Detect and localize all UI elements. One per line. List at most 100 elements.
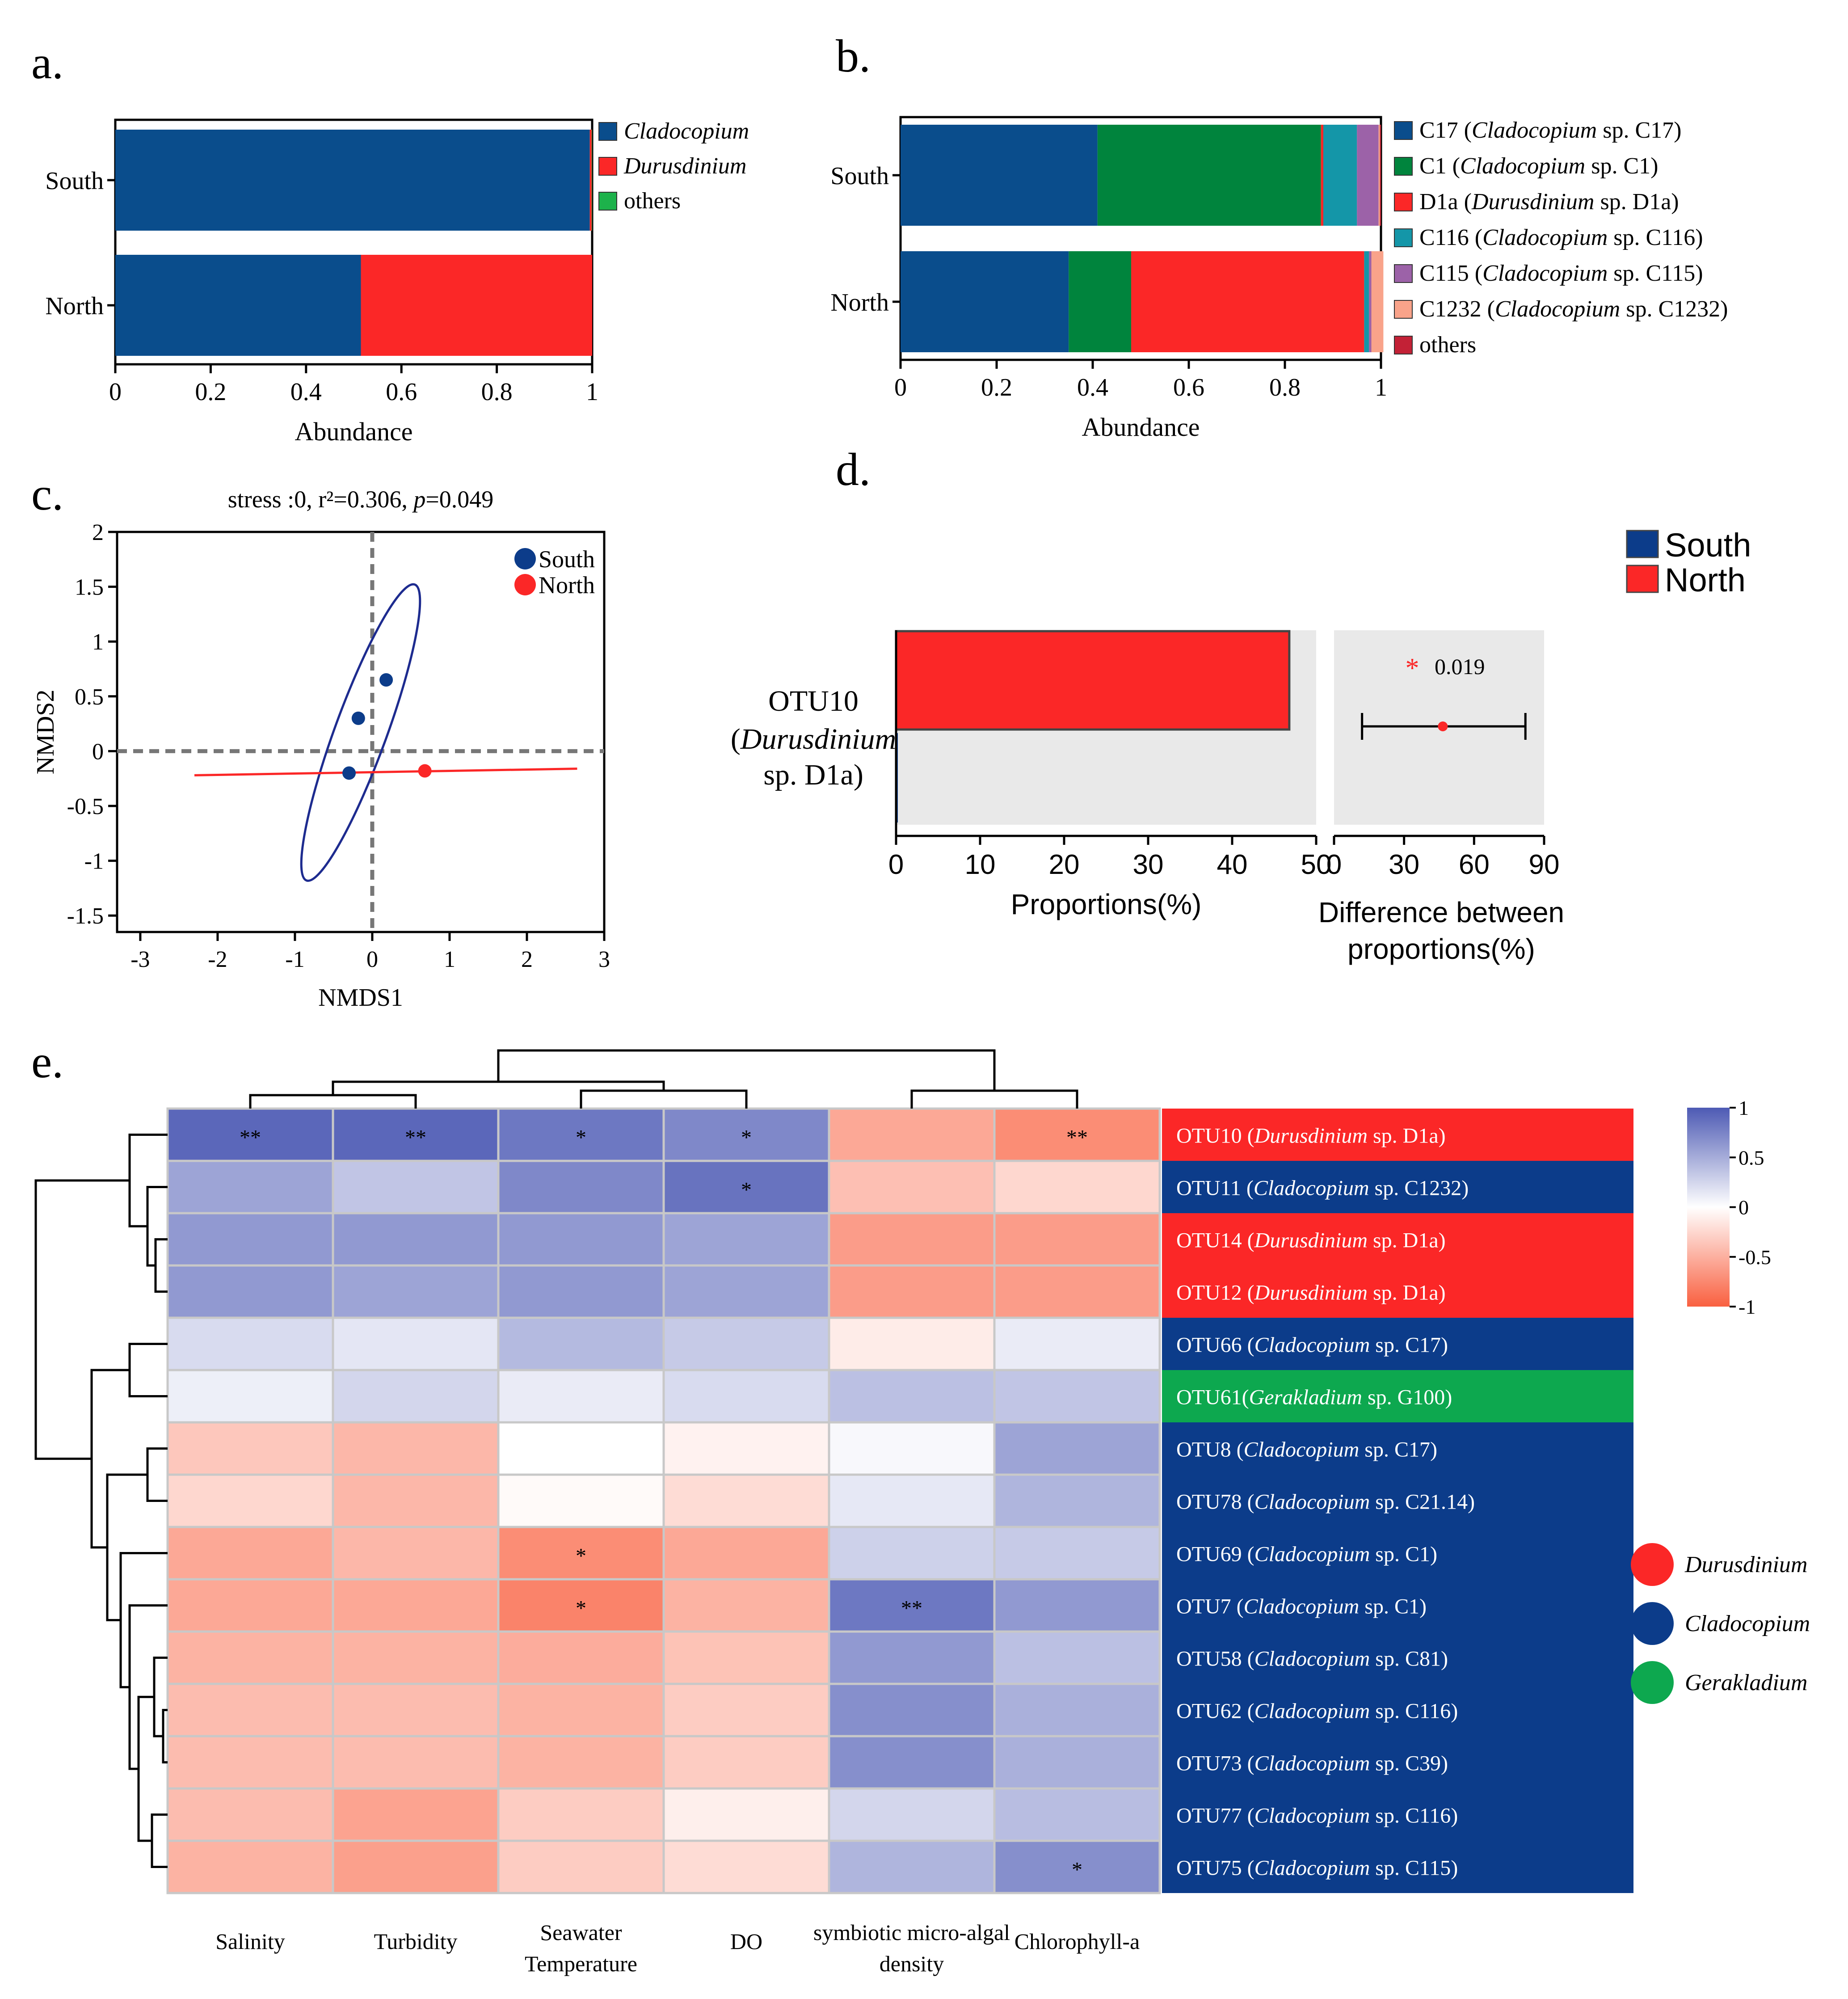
heatmap-cell bbox=[828, 1316, 996, 1371]
row-label-otu12-part-0: OTU12 ( bbox=[1176, 1281, 1254, 1305]
diff-p-value: 0.019 bbox=[1435, 654, 1485, 679]
colorbar-tick-label: 1 bbox=[1739, 1096, 1749, 1119]
x-tick-label: 30 bbox=[1133, 849, 1164, 880]
significance-star: ** bbox=[405, 1126, 426, 1150]
heatmap-cell bbox=[166, 1264, 334, 1319]
row-label-otu77: OTU77 (Cladocopium sp. C116) bbox=[1176, 1804, 1458, 1828]
row-label-bg-otu8 bbox=[1162, 1422, 1633, 1475]
x-tick-label: 50 bbox=[1301, 849, 1332, 880]
row-label-bg-otu78 bbox=[1162, 1475, 1633, 1527]
legend-dot-south bbox=[514, 548, 536, 569]
col-dendro-left-group bbox=[332, 1080, 665, 1095]
colorbar-tick-label: -0.5 bbox=[1739, 1246, 1771, 1269]
heatmap-cell bbox=[993, 1264, 1161, 1319]
row-dendro-11 bbox=[146, 1186, 168, 1267]
south-ellipse bbox=[300, 583, 421, 882]
row-label-otu61-part-2: sp. G100) bbox=[1362, 1386, 1452, 1409]
heatmap-cell bbox=[662, 1683, 830, 1738]
x-axis-label: Proportions(%) bbox=[1011, 888, 1202, 920]
column-label-2-1: Temperature bbox=[525, 1951, 637, 1976]
heatmap-cell bbox=[828, 1107, 996, 1162]
col-dendro-root bbox=[497, 1049, 996, 1091]
row-label-otu69-part-0: OTU69 ( bbox=[1176, 1543, 1254, 1566]
row-label-otu14: OTU14 (Durusdinium sp. D1a) bbox=[1176, 1229, 1446, 1253]
diff-x-tick-label: 60 bbox=[1459, 849, 1490, 880]
heatmap-cell bbox=[497, 1421, 665, 1476]
row-dendro-66-61 bbox=[128, 1343, 168, 1397]
row-label-bg-otu12 bbox=[1162, 1265, 1633, 1318]
y-axis-label: NMDS2 bbox=[32, 690, 59, 775]
panel-e-label: e. bbox=[31, 1036, 63, 1088]
bar-south-5 bbox=[1378, 125, 1380, 226]
y-tick-label: 2 bbox=[92, 520, 104, 545]
genus-legend-dot-cladocopium bbox=[1631, 1602, 1674, 1645]
heatmap-cell bbox=[993, 1421, 1161, 1476]
row-label-otu77-part-2: sp. C116) bbox=[1370, 1804, 1458, 1828]
row-label-otu8-part-2: sp. C17) bbox=[1359, 1438, 1437, 1462]
panel-c-label: c. bbox=[31, 468, 63, 520]
legend-label-3-part-2: sp. C116) bbox=[1608, 225, 1703, 250]
row-label-otu61-part-1: Gerakladium bbox=[1249, 1386, 1362, 1409]
legend-label-0: Cladocopium bbox=[624, 118, 749, 144]
legend-label-0-part-0: C17 ( bbox=[1419, 118, 1472, 143]
col-dendro-salinity-turbidity bbox=[249, 1094, 417, 1109]
row-label-otu7: OTU7 (Cladocopium sp. C1) bbox=[1176, 1595, 1427, 1619]
heatmap-cell bbox=[332, 1735, 500, 1790]
heatmap-cell bbox=[993, 1683, 1161, 1738]
legend-swatch-1 bbox=[1394, 157, 1413, 176]
heatmap-cell bbox=[828, 1369, 996, 1424]
column-label-2-0: Seawater bbox=[540, 1920, 622, 1945]
point-south-0 bbox=[379, 673, 393, 687]
heatmap-cell bbox=[662, 1630, 830, 1685]
heatmap-cell bbox=[993, 1212, 1161, 1267]
heatmap-cell bbox=[828, 1787, 996, 1842]
row-dendro-root bbox=[34, 1179, 130, 1460]
heatmap-cell bbox=[828, 1578, 996, 1633]
row-dendro-69 bbox=[119, 1552, 168, 1688]
legend-label-2-part-1: Durusdinium bbox=[1471, 189, 1594, 215]
genus-legend-dot-gerakladium bbox=[1631, 1661, 1674, 1704]
row-dendro-8-group bbox=[106, 1473, 147, 1621]
heatmap-cell bbox=[166, 1473, 334, 1528]
heatmap-cell bbox=[497, 1787, 665, 1842]
heatmap-cell bbox=[662, 1212, 830, 1267]
heatmap-cell bbox=[332, 1578, 500, 1633]
panel-e: e. ** ** * * ***** ***OTU10 (Durusdinium sp. … bbox=[31, 1036, 1810, 1976]
row-label-otu10-part-1: Durusdinium bbox=[1254, 1124, 1368, 1148]
significance-star: * bbox=[576, 1126, 586, 1150]
colorbar-tick-label: 0 bbox=[1739, 1196, 1749, 1219]
heatmap-cell bbox=[662, 1839, 830, 1894]
row-label-bg-otu58 bbox=[1162, 1632, 1633, 1684]
row-label-otu62-part-2: sp. C116) bbox=[1370, 1700, 1458, 1723]
heatmap-cell bbox=[166, 1578, 334, 1633]
x-axis-label: NMDS1 bbox=[318, 984, 403, 1012]
bar-north-0 bbox=[901, 251, 1069, 352]
heatmap-cell bbox=[332, 1107, 500, 1162]
bar-north-1 bbox=[361, 255, 592, 356]
row-label-otu69: OTU69 (Cladocopium sp. C1) bbox=[1176, 1543, 1437, 1566]
heatmap-cell bbox=[332, 1787, 500, 1842]
x-tick-label: 1 bbox=[586, 378, 598, 406]
y-tick-label-north: North bbox=[830, 289, 889, 316]
column-label-0-0: Salinity bbox=[215, 1929, 285, 1954]
legend-label-1: Durusdinium bbox=[623, 153, 746, 179]
heatmap-cell bbox=[497, 1212, 665, 1267]
row-label-otu73-part-2: sp. C39) bbox=[1370, 1752, 1448, 1775]
heatmap-cell bbox=[332, 1473, 500, 1528]
heatmap-cell bbox=[828, 1212, 996, 1267]
significance-star: ** bbox=[240, 1126, 261, 1150]
diff-x-axis-label-line2: proportions(%) bbox=[1347, 933, 1535, 965]
col-dendro-temp-do bbox=[580, 1089, 748, 1109]
row-label-bg-otu66 bbox=[1162, 1318, 1633, 1370]
legend-label-1-part-2: sp. C1) bbox=[1585, 153, 1658, 179]
genus-legend-label-durusdinium-part-0: Durusdinium bbox=[1684, 1552, 1807, 1577]
bar-north-5 bbox=[1371, 251, 1384, 352]
legend-swatch-2 bbox=[1394, 193, 1413, 211]
heatmap-cell bbox=[166, 1526, 334, 1581]
row-label-otu10-part-0: OTU10 ( bbox=[1176, 1124, 1254, 1148]
x-tick-label: 0.2 bbox=[195, 378, 226, 406]
column-label-5-0: Chlorophyll-a bbox=[1015, 1929, 1140, 1954]
genus-legend-label-durusdinium: Durusdinium bbox=[1684, 1552, 1807, 1577]
legend-label-south: South bbox=[539, 546, 595, 573]
